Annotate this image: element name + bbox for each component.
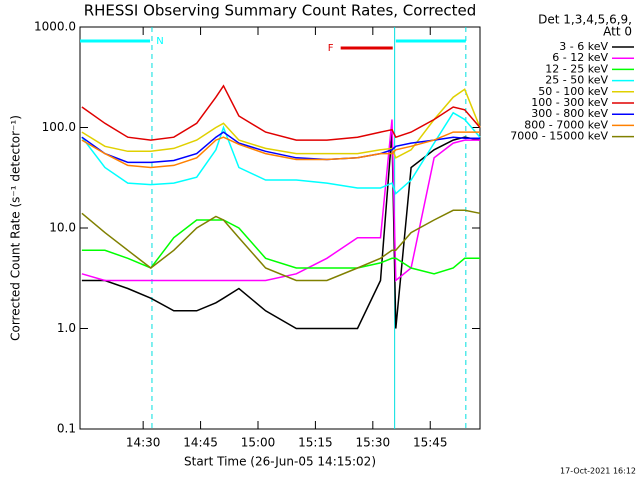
x-tick-label: 15:45 (413, 436, 448, 450)
x-tick-label: 14:30 (126, 436, 161, 450)
y-tick-label: 100.0 (42, 120, 76, 134)
series-line (81, 131, 480, 169)
series-line (81, 84, 481, 141)
y-tick-label: 0.1 (57, 422, 76, 436)
legend-title: Det 1,3,4,5,6,9, (538, 13, 632, 27)
x-tick-label: 14:45 (183, 436, 218, 450)
legend-label: 25 - 50 keV (545, 74, 608, 87)
series-line (81, 111, 481, 195)
legend-label: 12 - 25 keV (545, 62, 608, 75)
x-tick-label: 15:30 (356, 436, 391, 450)
series-line (81, 219, 480, 275)
legend-label: 3 - 6 keV (559, 40, 608, 53)
series-line (81, 131, 480, 164)
flag-label: N (156, 36, 163, 47)
legend-label: 6 - 12 keV (552, 51, 608, 64)
footer: 17-Oct-2021 16:12 (560, 467, 636, 476)
x-tick-label: 15:15 (298, 436, 333, 450)
y-axis-label: Corrected Count Rate (s⁻¹ detector⁻¹) (9, 115, 23, 341)
y-tick-label: 1.0 (57, 321, 76, 335)
chart-title: RHESSI Observing Summary Count Rates, Co… (84, 2, 477, 20)
y-tick-label: 10.0 (49, 221, 76, 235)
series-line (81, 119, 480, 283)
x-axis-label: Start Time (26-Jun-05 14:15:02) (184, 455, 376, 469)
legend-title: Att 0 (603, 25, 632, 39)
legend-label: 100 - 300 keV (531, 96, 608, 109)
flag-label: F (328, 43, 334, 54)
x-tick-label: 15:00 (241, 436, 276, 450)
legend-label: 800 - 7000 keV (524, 118, 608, 131)
series-line (81, 209, 481, 282)
legend-label: 7000 - 15000 keV (510, 130, 608, 143)
series-line (81, 88, 481, 159)
legend-label: 300 - 800 keV (531, 107, 608, 120)
y-tick-label: 1000.0 (34, 20, 76, 34)
legend-label: 50 - 100 keV (538, 85, 608, 98)
